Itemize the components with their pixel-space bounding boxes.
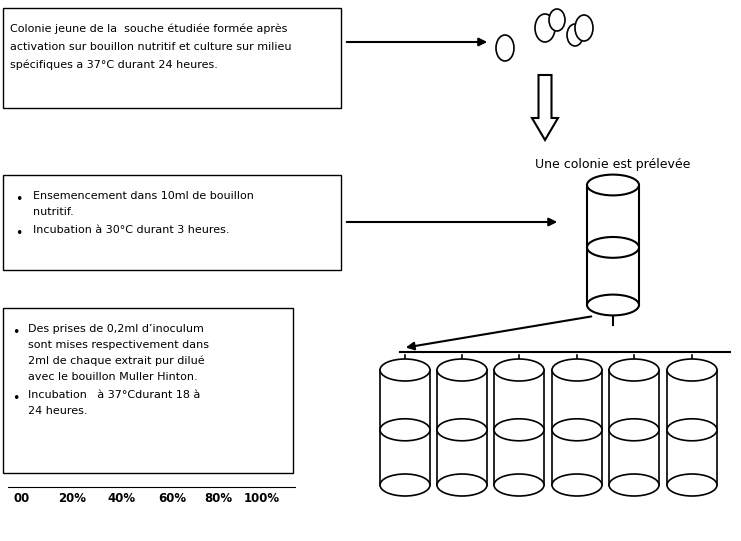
Ellipse shape xyxy=(437,359,487,381)
Ellipse shape xyxy=(380,359,430,381)
Ellipse shape xyxy=(567,24,583,46)
Bar xyxy=(609,370,659,485)
Bar xyxy=(587,185,639,305)
Ellipse shape xyxy=(609,419,659,441)
Text: sont mises respectivement dans: sont mises respectivement dans xyxy=(28,340,209,350)
Ellipse shape xyxy=(437,419,487,441)
Bar xyxy=(3,8,341,108)
Ellipse shape xyxy=(549,9,565,31)
Text: Ensemencement dans 10ml de bouillon: Ensemencement dans 10ml de bouillon xyxy=(33,191,254,201)
Ellipse shape xyxy=(609,474,659,496)
Text: Des prises de 0,2ml d’inoculum: Des prises de 0,2ml d’inoculum xyxy=(28,324,204,334)
Ellipse shape xyxy=(496,35,514,61)
Bar xyxy=(3,308,293,473)
Text: 60%: 60% xyxy=(158,492,186,505)
Text: avec le bouillon Muller Hinton.: avec le bouillon Muller Hinton. xyxy=(28,372,198,382)
Text: 20%: 20% xyxy=(58,492,86,505)
Ellipse shape xyxy=(380,474,430,496)
Text: spécifiques a 37°C durant 24 heures.: spécifiques a 37°C durant 24 heures. xyxy=(10,60,218,70)
Ellipse shape xyxy=(587,295,639,315)
Text: •: • xyxy=(15,227,22,240)
Ellipse shape xyxy=(587,175,639,195)
Text: activation sur bouillon nutritif et culture sur milieu: activation sur bouillon nutritif et cult… xyxy=(10,42,291,52)
Bar xyxy=(552,370,602,485)
Polygon shape xyxy=(532,75,558,140)
Ellipse shape xyxy=(609,359,659,381)
Text: •: • xyxy=(12,392,19,405)
Ellipse shape xyxy=(494,359,544,381)
Bar xyxy=(667,370,717,485)
Bar xyxy=(3,175,341,270)
Text: Incubation   à 37°Cdurant 18 à: Incubation à 37°Cdurant 18 à xyxy=(28,390,200,400)
Ellipse shape xyxy=(667,419,717,441)
Text: 100%: 100% xyxy=(244,492,280,505)
Text: •: • xyxy=(15,193,22,206)
Text: Incubation à 30°C durant 3 heures.: Incubation à 30°C durant 3 heures. xyxy=(33,225,230,235)
Bar xyxy=(437,370,487,485)
Text: Colonie jeune de la  souche étudiée formée après: Colonie jeune de la souche étudiée formé… xyxy=(10,24,288,35)
Text: 40%: 40% xyxy=(108,492,136,505)
Text: Une colonie est prélevée: Une colonie est prélevée xyxy=(535,158,691,171)
Ellipse shape xyxy=(552,419,602,441)
Text: 2ml de chaque extrait pur dilué: 2ml de chaque extrait pur dilué xyxy=(28,356,205,366)
Ellipse shape xyxy=(535,14,555,42)
Ellipse shape xyxy=(587,237,639,258)
Ellipse shape xyxy=(494,474,544,496)
Text: 00: 00 xyxy=(14,492,30,505)
Ellipse shape xyxy=(667,474,717,496)
Ellipse shape xyxy=(494,419,544,441)
Ellipse shape xyxy=(437,474,487,496)
Ellipse shape xyxy=(575,15,593,41)
Bar xyxy=(494,370,544,485)
Ellipse shape xyxy=(380,419,430,441)
Text: 80%: 80% xyxy=(204,492,232,505)
Text: nutritif.: nutritif. xyxy=(33,207,74,217)
Text: •: • xyxy=(12,326,19,339)
Bar xyxy=(380,370,430,485)
Ellipse shape xyxy=(552,474,602,496)
Ellipse shape xyxy=(667,359,717,381)
Ellipse shape xyxy=(552,359,602,381)
Text: 24 heures.: 24 heures. xyxy=(28,406,87,416)
